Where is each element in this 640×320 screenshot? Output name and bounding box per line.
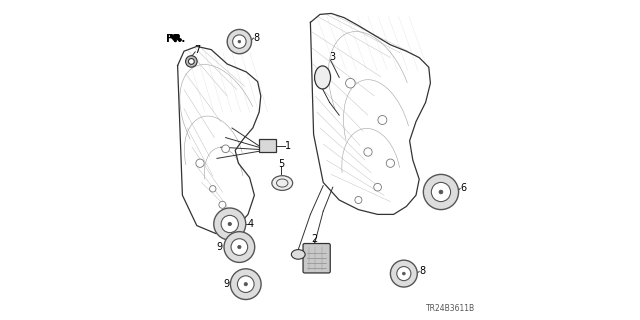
Circle shape xyxy=(439,190,443,194)
Circle shape xyxy=(189,59,195,64)
Circle shape xyxy=(244,283,248,286)
Circle shape xyxy=(233,35,246,48)
Circle shape xyxy=(397,267,411,281)
Text: FR.: FR. xyxy=(166,34,185,44)
Circle shape xyxy=(386,159,394,167)
Circle shape xyxy=(237,276,254,292)
Text: 5: 5 xyxy=(278,159,284,169)
Text: 8: 8 xyxy=(419,266,426,276)
Circle shape xyxy=(222,145,230,153)
Circle shape xyxy=(230,269,261,300)
Circle shape xyxy=(214,208,246,240)
Ellipse shape xyxy=(291,250,305,259)
Text: 6: 6 xyxy=(460,183,467,193)
Circle shape xyxy=(346,78,355,88)
Text: 3: 3 xyxy=(329,52,335,62)
Circle shape xyxy=(355,196,362,204)
Text: TR24B3611B: TR24B3611B xyxy=(426,304,475,313)
Circle shape xyxy=(403,272,405,275)
Text: 4: 4 xyxy=(248,219,254,229)
Circle shape xyxy=(424,174,458,210)
Ellipse shape xyxy=(315,66,331,89)
Circle shape xyxy=(237,245,241,249)
Text: 2: 2 xyxy=(311,234,317,244)
Text: 7: 7 xyxy=(195,44,201,55)
Circle shape xyxy=(364,148,372,156)
Circle shape xyxy=(224,232,255,262)
Text: 9: 9 xyxy=(216,242,223,252)
FancyBboxPatch shape xyxy=(259,139,276,152)
Text: 1: 1 xyxy=(285,140,291,151)
Circle shape xyxy=(374,183,381,191)
Circle shape xyxy=(227,29,252,54)
Circle shape xyxy=(431,182,451,202)
Circle shape xyxy=(228,222,232,226)
Circle shape xyxy=(219,201,226,208)
Circle shape xyxy=(390,260,417,287)
Circle shape xyxy=(378,116,387,124)
Text: 8: 8 xyxy=(253,33,260,43)
FancyBboxPatch shape xyxy=(303,244,330,273)
Text: 9: 9 xyxy=(223,279,229,289)
Circle shape xyxy=(196,159,204,167)
Circle shape xyxy=(186,56,197,67)
Circle shape xyxy=(238,40,241,43)
Ellipse shape xyxy=(272,176,292,190)
Circle shape xyxy=(231,239,248,255)
Circle shape xyxy=(221,215,238,233)
Circle shape xyxy=(210,186,216,192)
